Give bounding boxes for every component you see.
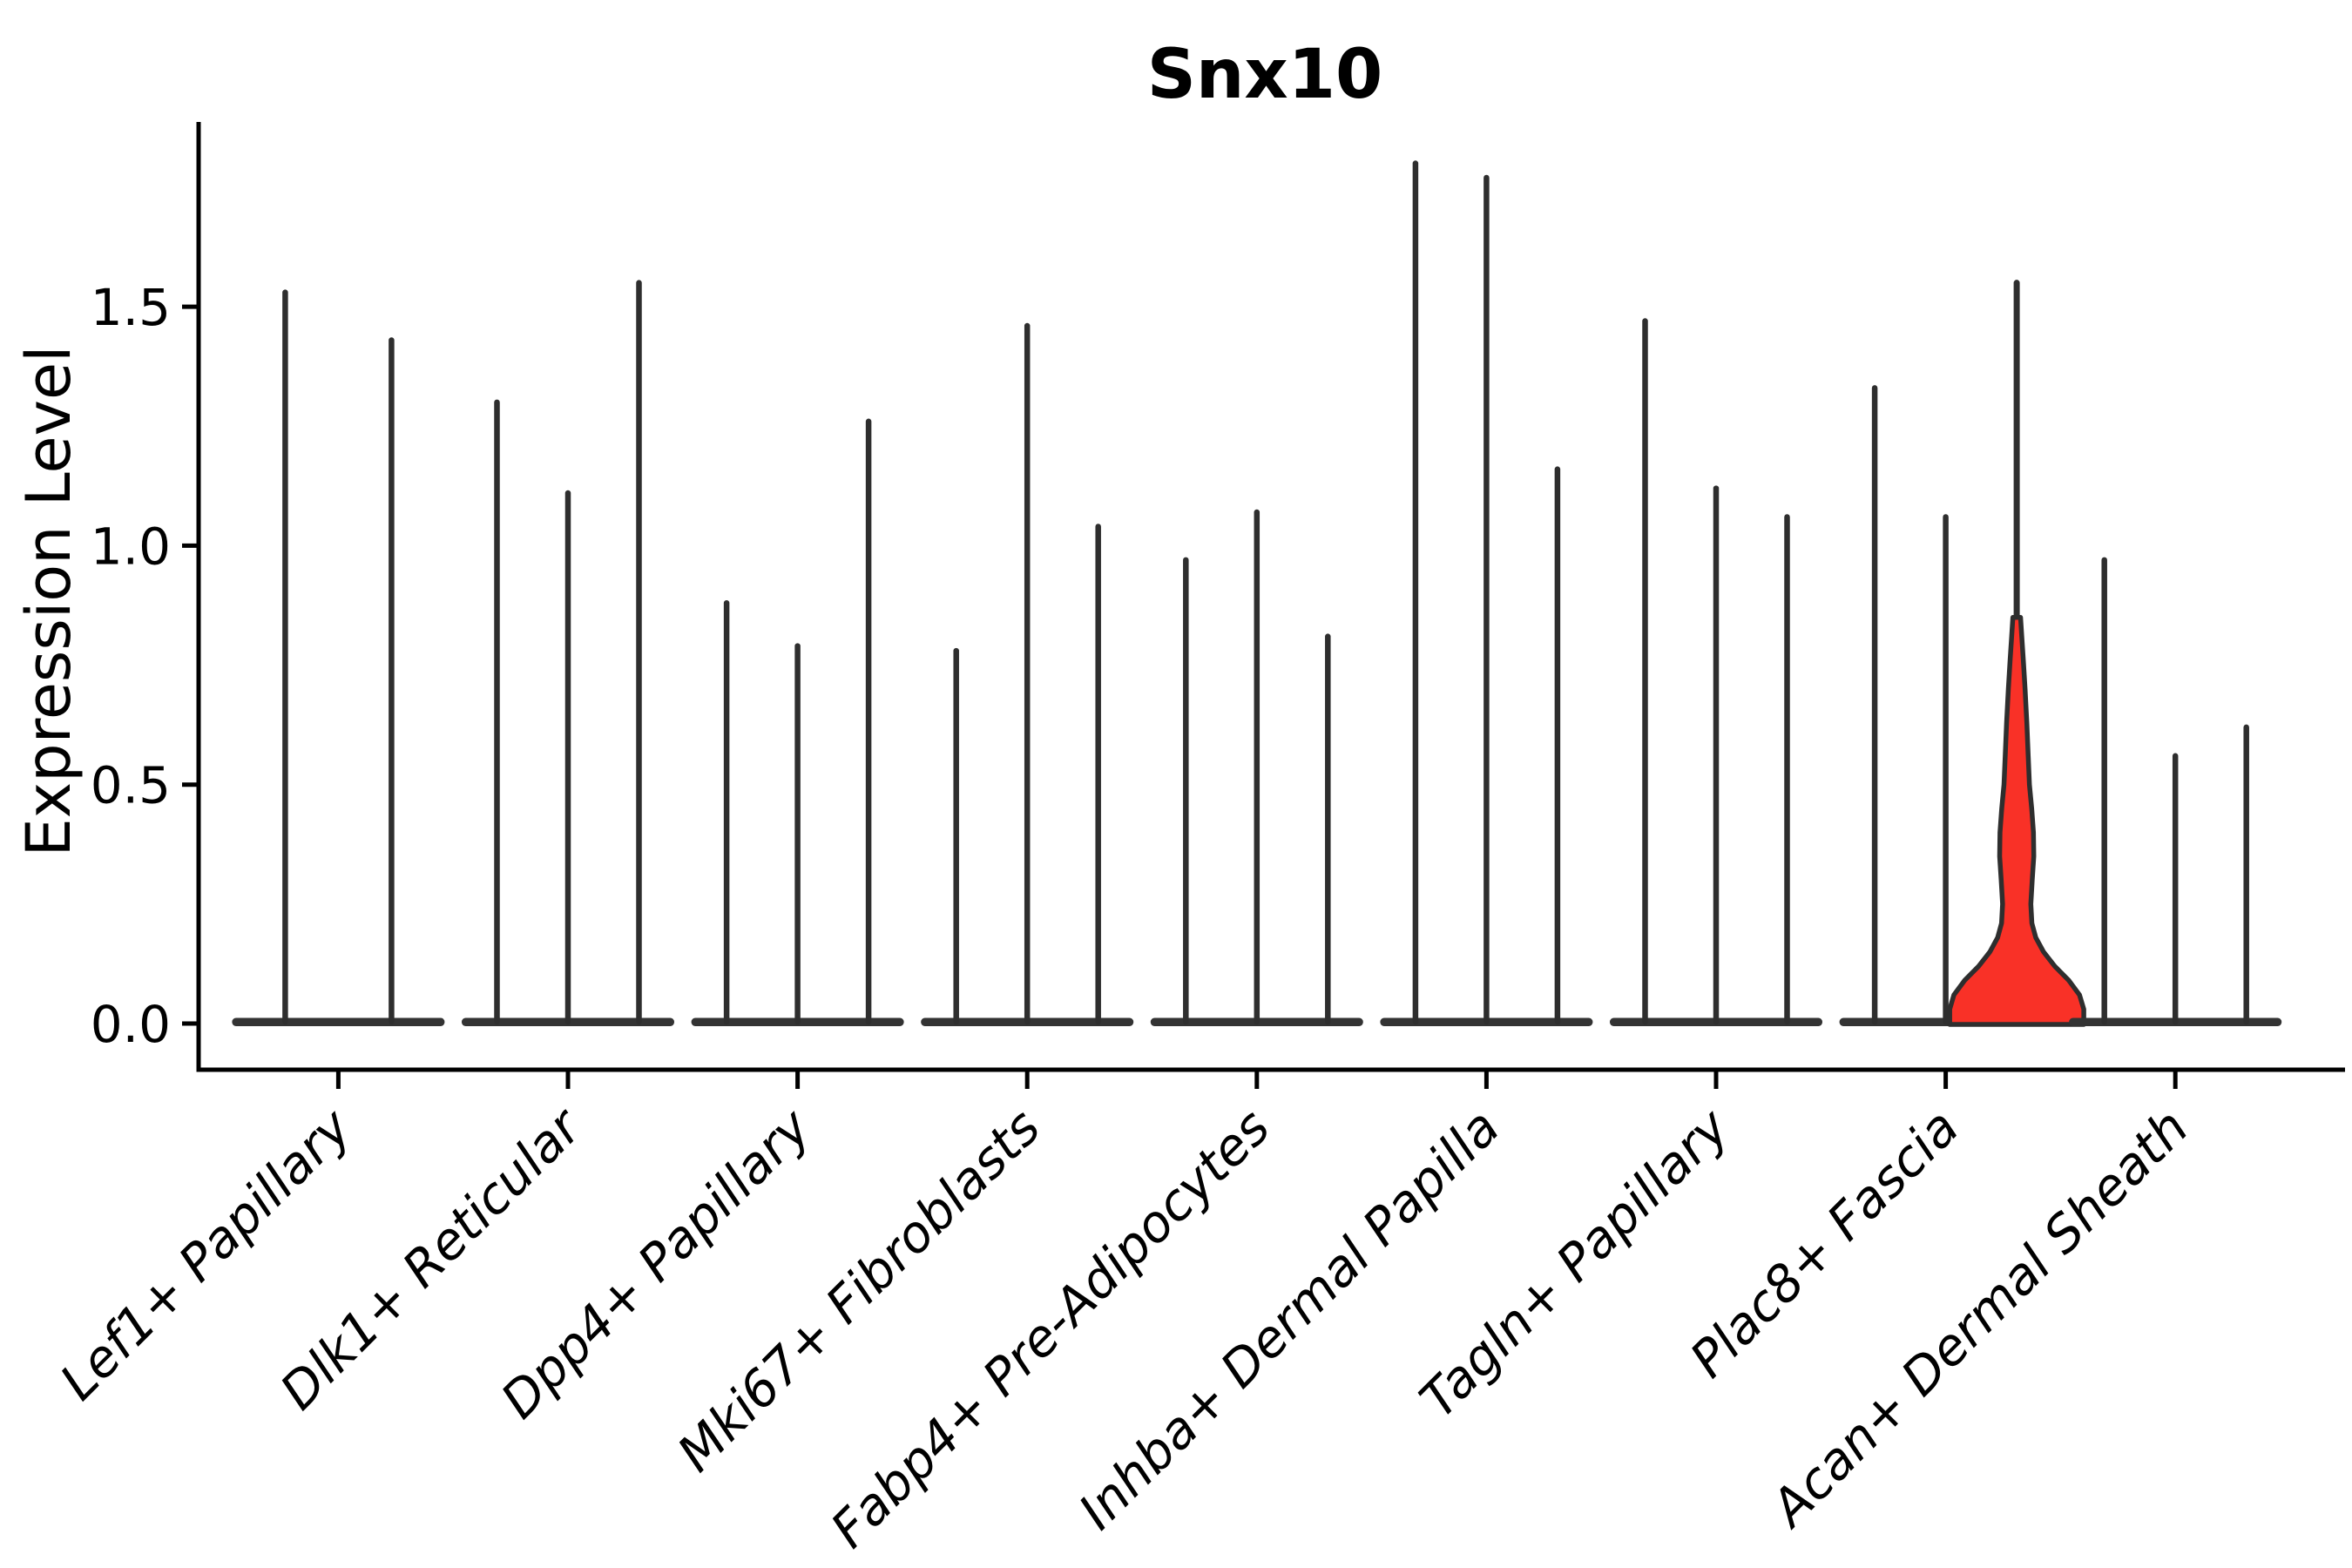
x-tick-label: Inhba+ Dermal Papilla <box>1067 1098 1511 1541</box>
violin-group <box>1150 509 1363 1026</box>
violin-group <box>1380 160 1593 1026</box>
axes: 0.0 0.5 1.0 1.5 <box>91 122 2345 1089</box>
chart-title: Snx10 <box>1147 36 1383 114</box>
y-axis-label: Expression Level <box>13 345 84 856</box>
x-tick-label: Acan+ Dermal Sheath <box>1757 1098 2200 1540</box>
violin-base <box>232 1017 445 1026</box>
y-tick-label: 1.0 <box>91 517 171 576</box>
y-tick-label: 0.0 <box>91 995 171 1054</box>
violin-group <box>1610 318 1822 1026</box>
y-tick-label: 0.5 <box>91 756 171 815</box>
violin-group <box>691 418 904 1026</box>
violin-group <box>1839 280 2086 1027</box>
violin-group <box>232 289 445 1026</box>
violin-group <box>462 280 674 1026</box>
violin-group <box>2069 557 2282 1026</box>
violins-layer <box>232 160 2282 1027</box>
violin-group <box>921 322 1134 1026</box>
y-tick-label: 1.5 <box>91 278 171 337</box>
highlighted-violin-body <box>1947 614 2086 1027</box>
x-tick-label: Fabp4+ Pre-Adipocytes <box>820 1098 1281 1559</box>
